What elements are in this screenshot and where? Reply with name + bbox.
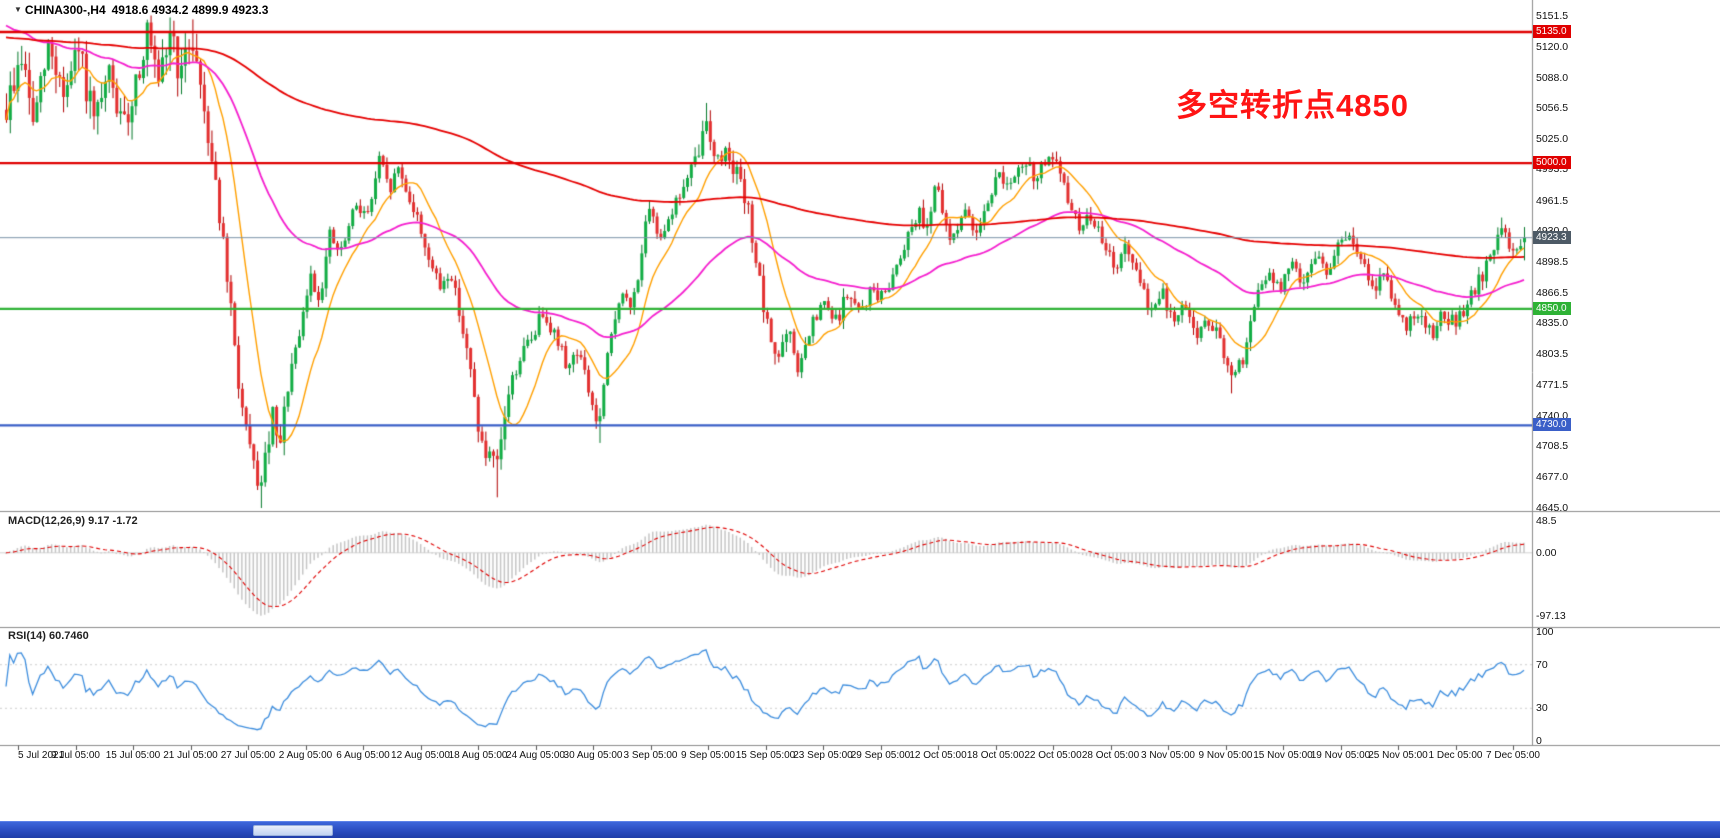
time-axis-label: 22 Oct 05:00 [1024, 750, 1082, 761]
time-axis-label: 15 Sep 05:00 [735, 750, 796, 761]
time-axis-label: 28 Oct 05:00 [1081, 750, 1140, 761]
price-axis-tick: 5088.0 [1536, 71, 1569, 84]
time-axis-label: 25 Nov 05:00 [1368, 750, 1428, 761]
annotation-text[interactable]: 多空转折点4850 [1176, 88, 1409, 123]
macd-axis-tick: -97.13 [1536, 609, 1566, 622]
time-axis-label: 9 Jul 05:00 [51, 750, 100, 761]
price-axis-tick: 4961.5 [1536, 194, 1569, 207]
price-axis-tick: 4677.0 [1536, 470, 1569, 483]
time-axis-label: 23 Sep 05:00 [793, 750, 853, 761]
time-axis-label: 6 Aug 05:00 [336, 750, 390, 761]
price-level-badge: 4850.0 [1533, 301, 1571, 315]
rsi-axis-tick: 100 [1536, 626, 1554, 638]
macd-indicator-label: MACD(12,26,9) 9.17 -1.72 [8, 515, 138, 527]
chart-title: ▼ CHINA300-,H4 4918.6 4934.2 4899.9 4923.3 [14, 3, 268, 17]
price-level-badge: 5000.0 [1533, 156, 1571, 170]
price-axis-tick: 4898.5 [1536, 255, 1569, 268]
price-axis-tick: 4645.0 [1536, 502, 1569, 514]
price-axis-tick: 4708.5 [1536, 440, 1569, 453]
rsi-axis-tick: 70 [1536, 658, 1548, 671]
price-axis-tick: 4835.0 [1536, 317, 1569, 330]
chart-symbol-icon: ▼ [14, 5, 22, 14]
time-axis-label: 9 Sep 05:00 [681, 750, 735, 761]
time-axis-label: 21 Jul 05:00 [163, 750, 218, 761]
taskbar-button[interactable] [253, 825, 333, 836]
price-level-badge: 5135.0 [1533, 25, 1571, 39]
macd-axis-tick: 48.5 [1536, 515, 1557, 528]
time-axis-label: 18 Oct 05:00 [966, 750, 1025, 761]
price-axis-tick: 5056.5 [1536, 102, 1569, 115]
time-axis-label: 19 Nov 05:00 [1310, 750, 1371, 761]
price-axis-tick: 4803.5 [1536, 348, 1569, 361]
rsi-indicator-label: RSI(14) 60.7460 [8, 630, 89, 642]
time-axis-label: 15 Jul 05:00 [105, 750, 161, 761]
macd-axis-tick: 0.00 [1536, 546, 1557, 559]
time-axis-label: 3 Nov 05:00 [1141, 750, 1195, 761]
time-axis-label: 18 Aug 05:00 [448, 750, 508, 761]
price-axis-tick: 5151.5 [1536, 10, 1569, 22]
taskbar[interactable] [0, 821, 1720, 838]
time-axis-label: 2 Aug 05:00 [278, 750, 333, 761]
time-axis-label: 3 Sep 05:00 [623, 750, 678, 761]
chart-ohlc-values: 4918.6 4934.2 4899.9 4923.3 [111, 3, 269, 17]
time-axis-label: 30 Aug 05:00 [563, 750, 623, 761]
price-axis-tick: 4866.5 [1536, 286, 1569, 299]
time-axis-label: 24 Aug 05:00 [506, 750, 565, 761]
price-axis-tick: 5025.0 [1536, 132, 1569, 145]
rsi-axis-tick: 0 [1536, 735, 1542, 747]
price-level-badge: 4923.3 [1533, 230, 1571, 244]
time-axis-label: 12 Aug 05:00 [391, 750, 450, 761]
price-level-badge: 4730.0 [1533, 418, 1571, 432]
time-axis-label: 1 Dec 05:00 [1428, 750, 1483, 761]
price-axis-tick: 5120.0 [1536, 40, 1569, 53]
rsi-axis-tick: 30 [1536, 702, 1548, 715]
price-axis-tick: 4771.5 [1536, 379, 1569, 392]
time-axis-label: 9 Nov 05:00 [1198, 750, 1253, 761]
chart-symbol-label: CHINA300-,H4 [24, 3, 106, 17]
time-axis-label: 7 Dec 05:00 [1486, 750, 1540, 761]
time-axis-label: 29 Sep 05:00 [850, 750, 911, 761]
time-axis-label: 15 Nov 05:00 [1253, 750, 1313, 761]
time-axis-label: 27 Jul 05:00 [220, 750, 276, 761]
time-axis-label: 5 Jul 2021 [18, 750, 65, 761]
time-axis-label: 12 Oct 05:00 [909, 750, 967, 761]
